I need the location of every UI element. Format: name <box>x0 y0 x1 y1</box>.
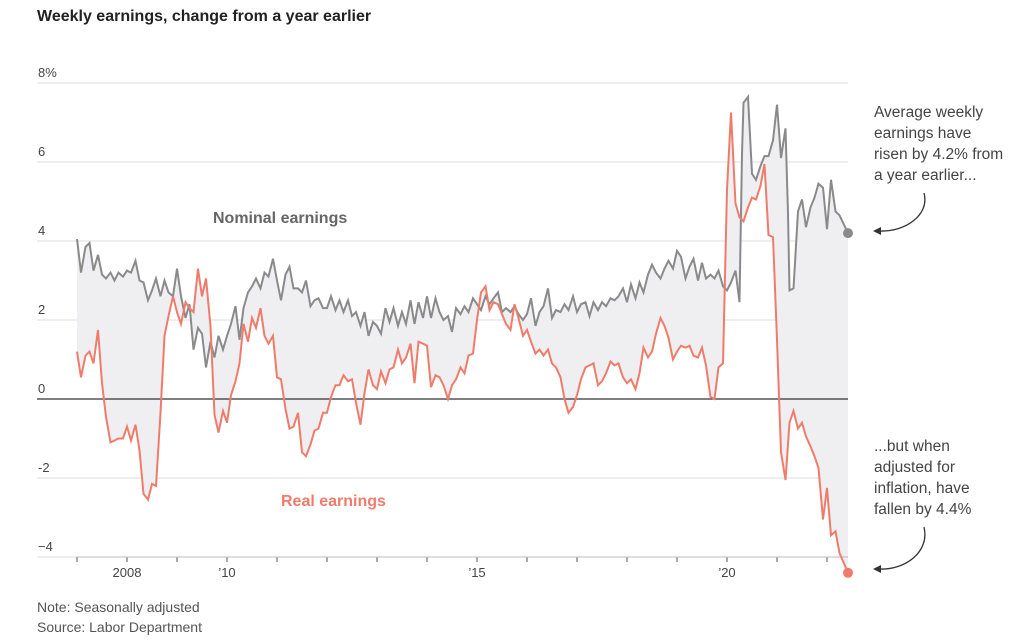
annotation-arrow-real <box>879 526 926 570</box>
x-tick-label: ’20 <box>718 565 735 580</box>
x-tick-label: ’15 <box>468 565 485 580</box>
y-tick-label: 6 <box>38 144 45 159</box>
series-line-nominal <box>76 93 849 368</box>
series-label-real: Real earnings <box>281 493 386 510</box>
annotation-arrow-nominal <box>879 192 926 232</box>
x-axis: 2008 ’10 ’15 ’20 <box>76 556 848 580</box>
annotation-nominal-line: Average weekly <box>874 104 983 121</box>
y-axis: 8% 6 4 2 0 -2 −4 <box>38 65 57 554</box>
chart-title: Weekly earnings, change from a year earl… <box>37 8 372 25</box>
annotation-nominal-line: a year earlier... <box>874 167 977 184</box>
annotation-nominal: Average weekly earnings have risen by 4.… <box>873 104 1003 235</box>
annotation-nominal-line: earnings have <box>874 125 971 142</box>
annotation-real: ...but when adjusted for inflation, have… <box>873 438 972 573</box>
annotation-nominal-line: risen by 4.2% from <box>874 146 1003 163</box>
footnote-source: Source: Labor Department <box>37 619 202 635</box>
annotation-real-line: inflation, have <box>874 480 970 497</box>
y-tick-label: 8% <box>38 65 57 80</box>
y-tick-label: 0 <box>38 381 45 396</box>
y-tick-label: 2 <box>38 302 45 317</box>
endpoint-real <box>843 567 853 578</box>
annotation-arrowhead-real <box>873 565 881 573</box>
endpoint-nominal <box>843 228 853 239</box>
annotation-arrowhead-nominal <box>873 227 881 235</box>
y-tick-label: -2 <box>38 460 50 475</box>
x-tick-label: ’10 <box>218 565 235 580</box>
x-tick-label: 2008 <box>113 565 142 580</box>
series-line-real <box>76 112 849 574</box>
y-tick-label: 4 <box>38 223 45 238</box>
annotation-real-line: adjusted for <box>874 459 955 476</box>
annotation-real-line: fallen by 4.4% <box>874 501 972 518</box>
series-label-nominal: Nominal earnings <box>213 210 347 227</box>
annotation-real-line: ...but when <box>874 438 950 455</box>
gap-fill-area <box>77 96 848 573</box>
y-tick-label: −4 <box>38 539 53 554</box>
footnote-note: Note: Seasonally adjusted <box>37 599 200 615</box>
